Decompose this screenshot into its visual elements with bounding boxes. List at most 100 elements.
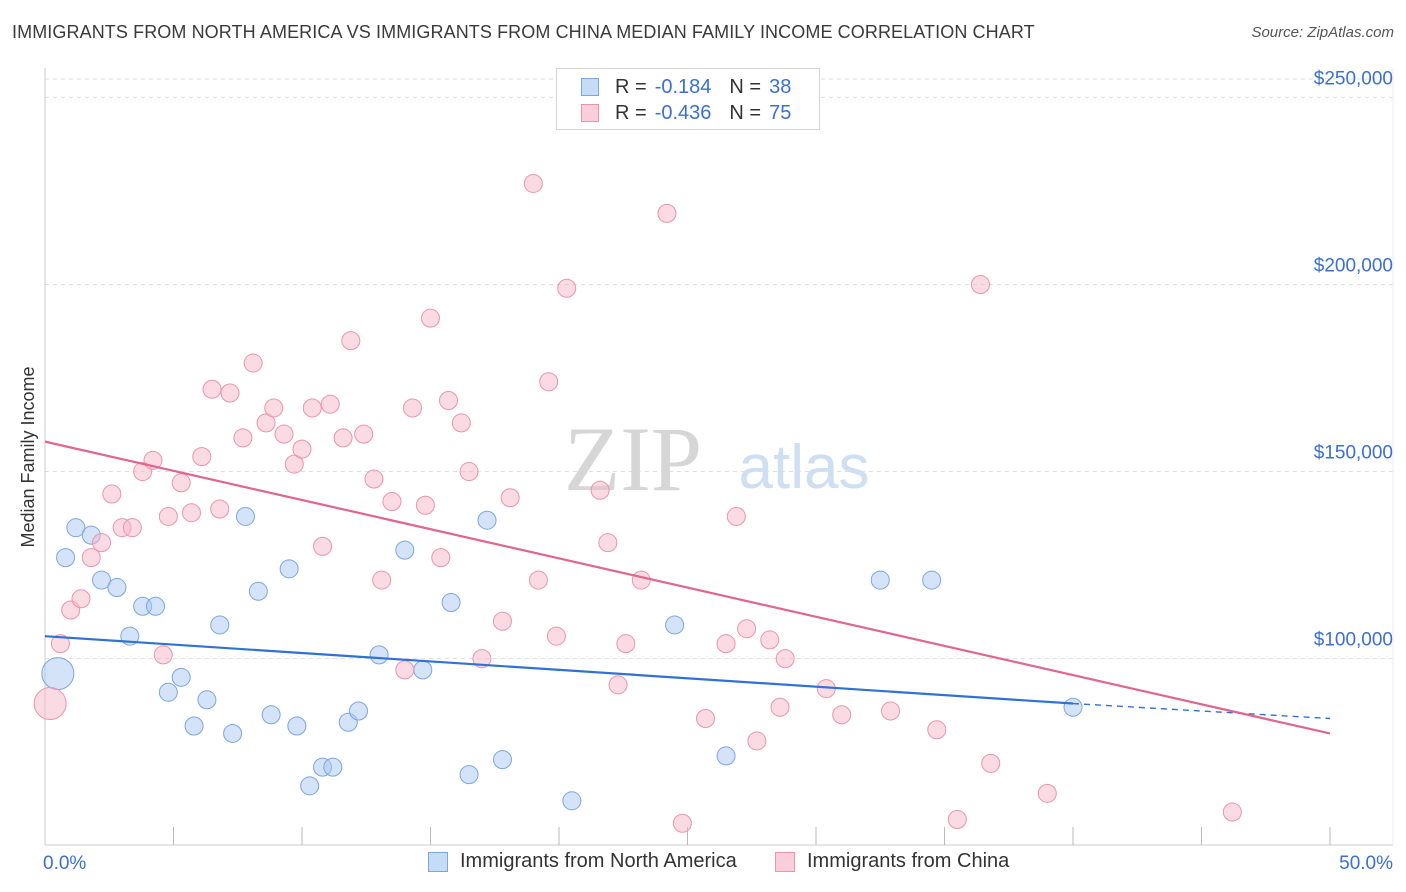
china-point — [382, 491, 402, 511]
north-america-point — [248, 581, 268, 601]
tick-labels: $100,000 $150,000 $200,000 $250,000 0.0% 50.0… — [43, 68, 1393, 874]
china-point — [256, 413, 276, 433]
china-point — [122, 518, 142, 538]
china-point — [403, 398, 423, 418]
north-america-point — [369, 645, 389, 665]
china-point — [590, 480, 610, 500]
china-point — [233, 428, 253, 448]
trend-lines — [44, 440, 1331, 735]
china-point — [523, 173, 543, 193]
trend-line-north-america — [44, 635, 1074, 705]
china-point — [927, 720, 947, 740]
legend-swatch-china — [775, 851, 795, 872]
china-point — [546, 626, 566, 646]
legend-r-value: -0.436 — [654, 101, 712, 124]
series-legend: Immigrants from North America Immigrants… — [0, 850, 1406, 878]
north-america-point — [184, 716, 204, 736]
watermark-atlas: atlas — [739, 433, 870, 502]
china-point — [451, 413, 471, 433]
china-point — [341, 331, 361, 351]
china-point — [292, 439, 312, 459]
north-america-point — [146, 596, 166, 616]
y-tick-label: $150,000 — [1314, 443, 1393, 464]
north-america-point — [235, 506, 255, 526]
legend-row-north-america: R = -0.184 N = 38 — [581, 75, 791, 99]
north-america-point — [92, 570, 112, 590]
china-point — [616, 634, 636, 654]
china-point — [313, 536, 333, 556]
china-point — [158, 506, 178, 526]
china-point — [539, 372, 559, 392]
x-tick-label: 0.0% — [43, 853, 86, 874]
north-america-point — [413, 660, 433, 680]
china-point — [202, 379, 222, 399]
china-point — [881, 701, 901, 721]
china-point — [775, 649, 795, 669]
north-america-point — [41, 657, 75, 691]
legend-label-china: Immigrants from China — [807, 850, 1010, 872]
china-point — [354, 424, 374, 444]
y-tick-label: $250,000 — [1314, 68, 1393, 89]
china-point — [274, 424, 294, 444]
legend-r-label: R = — [615, 75, 647, 98]
north-america-point — [562, 791, 582, 811]
legend-r-value: -0.184 — [654, 75, 712, 98]
china-point — [220, 383, 240, 403]
trend-line-china — [44, 440, 1331, 735]
china-point — [557, 278, 577, 298]
north-america-point — [477, 510, 497, 530]
legend-item-north-america: Immigrants from North America — [428, 850, 737, 873]
china-point — [947, 810, 967, 830]
china-point — [181, 503, 201, 523]
series-china-points — [33, 173, 1242, 833]
legend-swatch-china — [581, 104, 599, 122]
north-america-point — [716, 746, 736, 766]
china-point — [770, 697, 790, 717]
north-america-point — [107, 578, 127, 598]
north-america-point — [395, 540, 415, 560]
china-point — [500, 488, 520, 508]
china-point — [192, 447, 212, 467]
chart-source: Source: ZipAtlas.com — [1251, 24, 1394, 41]
china-point — [415, 495, 435, 515]
china-point — [421, 308, 440, 328]
north-america-point — [492, 750, 512, 770]
china-point — [726, 506, 746, 526]
legend-n-label: N = — [729, 101, 762, 124]
china-point — [71, 589, 91, 609]
north-america-point — [197, 690, 217, 710]
china-point — [284, 454, 304, 474]
axes — [44, 68, 1394, 846]
legend-item-china: Immigrants from China — [775, 850, 1009, 873]
china-point — [395, 660, 415, 680]
china-point — [92, 533, 112, 553]
china-point — [33, 687, 67, 721]
north-america-point — [223, 723, 243, 743]
china-point — [171, 473, 191, 493]
legend-r-label: R = — [615, 101, 647, 124]
china-point — [832, 705, 852, 725]
china-point — [608, 675, 628, 695]
china-point — [672, 813, 692, 833]
china-point — [210, 499, 230, 519]
china-point — [737, 619, 757, 639]
north-america-point — [279, 559, 299, 579]
y-tick-label: $100,000 — [1314, 630, 1393, 651]
legend-swatch-north-america — [581, 78, 599, 96]
china-point — [264, 398, 284, 418]
north-america-point — [922, 570, 942, 590]
china-point — [472, 649, 492, 669]
china-point — [102, 484, 122, 504]
china-point — [528, 570, 548, 590]
legend-n-label: N = — [729, 75, 762, 98]
north-america-point — [459, 765, 479, 785]
china-point — [50, 634, 70, 654]
china-point — [716, 634, 736, 654]
china-point — [438, 390, 458, 410]
north-america-point — [56, 548, 76, 568]
legend-row-china: R = -0.436 N = 75 — [581, 101, 791, 125]
china-point — [320, 394, 340, 414]
china-point — [747, 731, 767, 751]
north-america-point — [441, 593, 461, 613]
